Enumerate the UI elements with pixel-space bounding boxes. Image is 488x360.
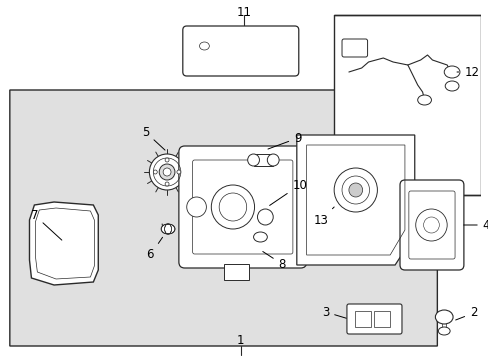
Ellipse shape: [415, 209, 446, 241]
FancyBboxPatch shape: [183, 26, 298, 76]
Text: 9: 9: [267, 131, 301, 149]
Text: 5: 5: [142, 126, 165, 150]
FancyBboxPatch shape: [179, 146, 306, 268]
Polygon shape: [333, 15, 480, 195]
Ellipse shape: [161, 224, 175, 234]
Ellipse shape: [153, 170, 157, 174]
Bar: [374, 311, 389, 327]
Polygon shape: [10, 90, 436, 346]
Text: 7: 7: [31, 208, 61, 240]
Text: 3: 3: [321, 306, 346, 319]
Ellipse shape: [437, 327, 449, 335]
Ellipse shape: [165, 158, 169, 162]
Text: 4: 4: [463, 219, 488, 231]
Polygon shape: [224, 264, 248, 280]
Text: 6: 6: [146, 237, 162, 261]
Ellipse shape: [163, 168, 171, 176]
Ellipse shape: [417, 95, 430, 105]
Ellipse shape: [159, 164, 175, 180]
FancyBboxPatch shape: [346, 304, 401, 334]
Ellipse shape: [267, 154, 279, 166]
Bar: [354, 311, 370, 327]
Ellipse shape: [165, 182, 169, 186]
Ellipse shape: [199, 42, 209, 50]
FancyBboxPatch shape: [341, 39, 367, 57]
Ellipse shape: [177, 170, 181, 174]
Text: 8: 8: [262, 252, 285, 270]
Polygon shape: [296, 135, 414, 265]
Bar: [253, 154, 273, 166]
Ellipse shape: [211, 185, 254, 229]
Ellipse shape: [257, 209, 273, 225]
FancyBboxPatch shape: [399, 180, 463, 270]
Ellipse shape: [444, 81, 458, 91]
Ellipse shape: [348, 183, 362, 197]
Text: 11: 11: [236, 5, 251, 18]
Text: 2: 2: [455, 306, 476, 320]
Ellipse shape: [253, 232, 267, 242]
Ellipse shape: [443, 66, 459, 78]
Ellipse shape: [247, 154, 259, 166]
Ellipse shape: [434, 310, 452, 324]
Text: 13: 13: [313, 207, 333, 226]
Ellipse shape: [333, 168, 377, 212]
Ellipse shape: [149, 154, 184, 190]
Polygon shape: [29, 202, 98, 285]
Ellipse shape: [186, 197, 206, 217]
Text: 12: 12: [456, 66, 478, 78]
Text: 10: 10: [269, 179, 306, 206]
Text: 1: 1: [237, 333, 244, 346]
